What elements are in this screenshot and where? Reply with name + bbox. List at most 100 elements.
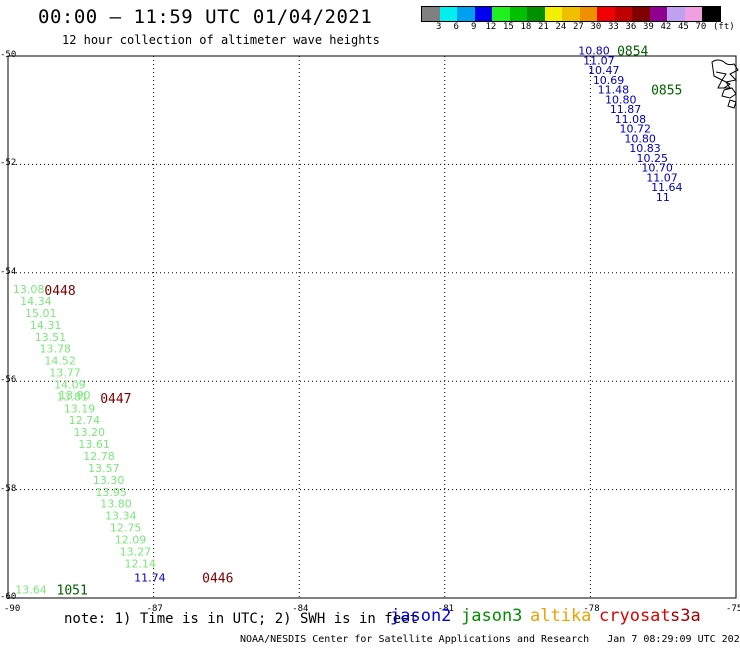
satellite-jason3: jason3 xyxy=(461,606,523,626)
pass-time-label: 0448 xyxy=(44,284,75,299)
longitude-label: -75 xyxy=(726,604,740,614)
latitude-label: -50 xyxy=(0,50,17,60)
map-border xyxy=(7,55,737,599)
wave-height-value: 13.78 xyxy=(40,343,71,356)
wave-height-value: 11.74 xyxy=(134,571,166,584)
wave-height-value: 13.30 xyxy=(93,474,125,487)
legend-swatch xyxy=(527,7,545,21)
legend-swatch xyxy=(562,7,580,21)
satellite-jason2: jason2 xyxy=(390,606,452,626)
wave-height-value: 13.77 xyxy=(49,367,81,380)
legend-label: 15 xyxy=(503,22,514,32)
legend-swatch xyxy=(667,7,685,21)
wave-height-value: 12.74 xyxy=(69,414,101,427)
legend-label: 42 xyxy=(660,22,672,32)
longitude-label: -84 xyxy=(292,604,309,614)
coastline-shape xyxy=(711,59,739,109)
latitude-label: -60 xyxy=(0,592,17,602)
legend-swatch xyxy=(544,7,562,21)
legend-label: 18 xyxy=(520,22,532,32)
legend-swatch xyxy=(422,7,440,21)
wave-height-value: 13.34 xyxy=(105,510,137,523)
footer-credit: NOAA/NESDIS Center for Satellite Applica… xyxy=(240,634,740,645)
legend-swatch xyxy=(614,7,632,21)
legend-swatch xyxy=(649,7,667,21)
wave-height-value: 13.27 xyxy=(120,545,152,558)
wave-height-value: 11.48 xyxy=(598,84,630,97)
latitude-label: -52 xyxy=(0,158,17,169)
wave-height-value: 13.81 xyxy=(57,390,89,403)
legend-label: 27 xyxy=(573,22,584,32)
wave-height-value: 10.80 xyxy=(624,132,656,145)
latitude-label: -58 xyxy=(0,483,17,494)
legend-unit: (ft) xyxy=(713,22,735,32)
legend-label: 33 xyxy=(608,22,619,32)
legend-label: 6 xyxy=(453,22,459,32)
wave-height-value: 10.80 xyxy=(578,45,610,58)
wave-height-value: 15.01 xyxy=(25,307,56,320)
legend-label: 12 xyxy=(485,22,497,32)
legend-label: 70 xyxy=(695,22,707,32)
legend-swatch xyxy=(509,7,527,21)
timestamp-text: Jan 7 08:29:09 UTC 2021 xyxy=(607,634,740,645)
pass-time-label: 0855 xyxy=(651,84,682,99)
longitude-label: -78 xyxy=(583,604,600,614)
legend-swatch xyxy=(579,7,597,21)
wave-height-value: 14.34 xyxy=(20,295,51,308)
wave-height-value: 11.07 xyxy=(583,54,615,67)
longitude-label: -87 xyxy=(146,604,163,614)
legend-swatch xyxy=(597,7,615,21)
legend-label: 39 xyxy=(643,22,654,32)
longitude-label: -81 xyxy=(437,604,455,614)
wave-height-value: 10.72 xyxy=(620,123,652,136)
wave-height-value: 11.07 xyxy=(646,171,678,184)
legend-swatch xyxy=(632,7,650,21)
color-scale-legend xyxy=(421,6,721,22)
longitude-label: -90 xyxy=(4,604,21,614)
wave-height-value: 13.19 xyxy=(64,402,96,415)
satellite-cryosat: cryosat xyxy=(599,606,671,626)
pass-time-label: 0446 xyxy=(202,571,233,586)
satellite-altika: altika xyxy=(530,606,592,626)
wave-height-value: 12.14 xyxy=(124,557,156,570)
legend-label: 45 xyxy=(678,22,689,32)
wave-height-value: 13.51 xyxy=(35,331,66,344)
legend-label: 30 xyxy=(590,22,602,32)
wave-height-value: 12.09 xyxy=(115,533,147,546)
map-frame xyxy=(7,55,737,599)
pass-time-label: 0854 xyxy=(617,45,648,60)
wave-height-value: 13.80 xyxy=(100,498,132,511)
wave-height-value: 10.25 xyxy=(637,152,669,165)
wave-height-value: 12.75 xyxy=(110,522,142,535)
legend-label: 9 xyxy=(471,22,477,32)
wave-height-value: 14.52 xyxy=(44,355,76,368)
pass-time-label: 1051 xyxy=(57,583,88,598)
wave-height-value: 13.08 xyxy=(13,283,45,296)
wave-height-value: 10.47 xyxy=(588,64,620,77)
legend-swatch xyxy=(702,7,720,21)
wave-height-value: 14.31 xyxy=(30,319,62,332)
latitude-label: -54 xyxy=(0,266,17,277)
track-time-labels: 0448 0447 0446 1051 0854 0855 xyxy=(44,45,682,599)
map-grid xyxy=(8,56,736,598)
pass-time-label: 0447 xyxy=(100,392,131,407)
legend-label: 3 xyxy=(436,22,442,32)
legend-swatch xyxy=(457,7,475,21)
legend-swatch xyxy=(474,7,492,21)
legend-swatch xyxy=(492,7,510,21)
legend-label: 24 xyxy=(555,22,567,32)
wave-height-value: 11.08 xyxy=(615,113,647,126)
footer-note: note: 1) Time is in UTC; 2) SWH is in fe… xyxy=(64,611,419,627)
wave-height-value: 13.57 xyxy=(88,462,120,475)
legend-swatch xyxy=(439,7,457,21)
credit-text: NOAA/NESDIS Center for Satellite Applica… xyxy=(240,634,590,645)
latitude-label: -56 xyxy=(0,375,17,386)
wave-height-value: 13.61 xyxy=(78,438,110,451)
wave-height-value: 13.95 xyxy=(95,486,127,499)
legend-label: 21 xyxy=(538,22,549,32)
wave-height-value: 11.87 xyxy=(610,103,642,116)
satellite-s3a: s3a xyxy=(670,606,701,626)
legend-label: 36 xyxy=(625,22,637,32)
altimeter-tracks: 13.0814.3415.0114.3113.5113.7814.5213.77… xyxy=(13,45,683,597)
